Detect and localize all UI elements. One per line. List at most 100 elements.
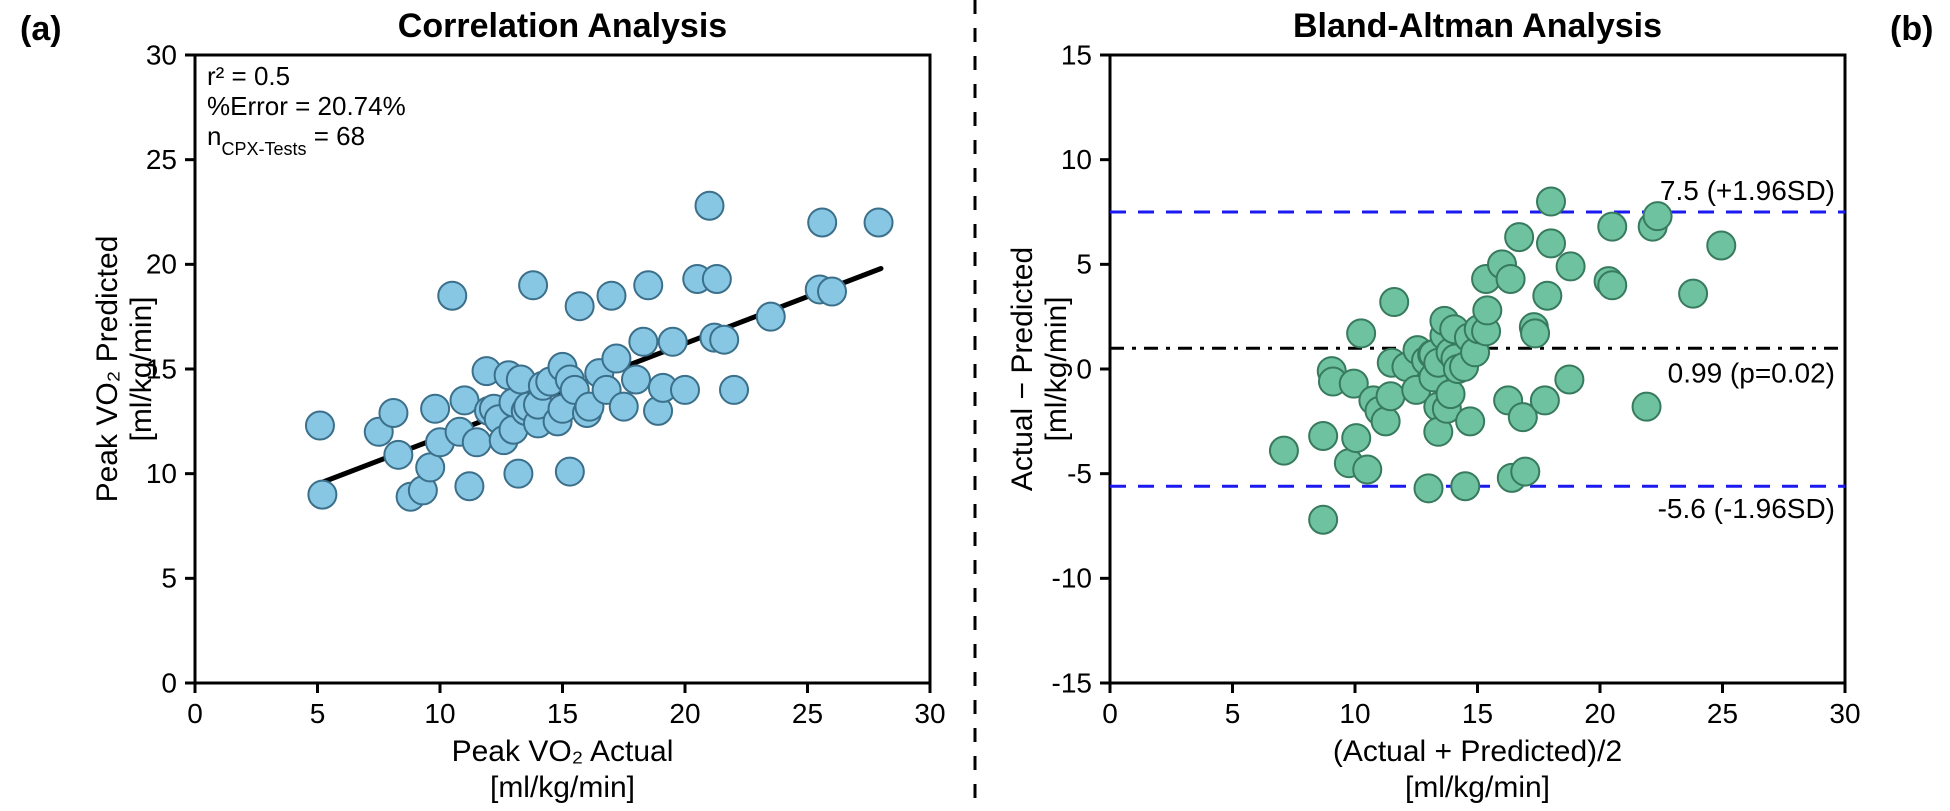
panel-a-ytick-label: 30 (146, 39, 177, 70)
panel-a-point (519, 271, 547, 299)
panel-a-xtick-label: 30 (914, 698, 945, 729)
panel-b-xtick-label: 5 (1225, 698, 1241, 729)
panel-b-point (1497, 265, 1525, 293)
panel-a-point (622, 365, 650, 393)
panel-b-label: (b) (1890, 10, 1933, 49)
panel-a-point (438, 282, 466, 310)
panel-b-ytick-label: 5 (1076, 249, 1092, 280)
panel-a-ytick-label: 20 (146, 249, 177, 280)
figure-svg: 0 5 10 15 20 25 30 0 5 10 15 20 25 30 Correlation Anal… (0, 0, 1950, 811)
panel-a-point (757, 303, 785, 331)
panel-a-point (671, 376, 699, 404)
panel-a-point (659, 328, 687, 356)
panel-b-ylabel1: Actual − Predicted (1006, 247, 1039, 491)
panel-a-xtick-label: 20 (669, 698, 700, 729)
panel-a-point (808, 208, 836, 236)
panel-a-point (455, 472, 483, 500)
panel-b-point (1633, 393, 1661, 421)
panel-a-title: Correlation Analysis (398, 7, 727, 45)
panel-b-point (1342, 424, 1370, 452)
panel-a-xtick-label: 15 (547, 698, 578, 729)
panel-a-xlabel1: Peak VO₂ Actual (452, 735, 674, 768)
panel-b-title: Bland-Altman Analysis (1293, 7, 1662, 45)
panel-a-point (306, 412, 334, 440)
panel-a-ytick-label: 5 (161, 563, 177, 594)
panel-a-xtick-label: 0 (187, 698, 203, 729)
panel-a-ylabel2: [ml/kg/min] (125, 296, 158, 441)
panel-b-xtick-label: 0 (1102, 698, 1118, 729)
panel-b-point (1372, 407, 1400, 435)
panel-b-xlabel1: (Actual + Predicted)/2 (1333, 735, 1622, 768)
panel-b-point (1451, 472, 1479, 500)
panel-b: 0 5 10 15 20 25 30 -15 -10 -5 0 5 10 15 Bland-Altman A… (1006, 7, 1861, 804)
panel-b-point (1473, 296, 1501, 324)
panel-b-mean-label: 0.99 (p=0.02) (1668, 357, 1835, 388)
panel-b-ylabel2: [ml/kg/min] (1040, 296, 1073, 441)
panel-b-ytick-label: -10 (1052, 563, 1092, 594)
panel-a-xtick-label: 25 (792, 698, 823, 729)
panel-b-point (1598, 213, 1626, 241)
panel-b-xtick-label: 20 (1584, 698, 1615, 729)
panel-b-xlabel2: [ml/kg/min] (1405, 771, 1550, 804)
panel-b-point (1531, 386, 1559, 414)
panel-b-ytick-label: 0 (1076, 353, 1092, 384)
panel-a-stat: r² = 0.5 (207, 61, 290, 91)
panel-b-ytick-label: -15 (1052, 667, 1092, 698)
panel-a-point (566, 292, 594, 320)
panel-a-stat: %Error = 20.74% (207, 91, 406, 121)
panel-b-point (1377, 382, 1405, 410)
panel-b-point (1309, 422, 1337, 450)
panel-a-ylabel1: Peak VO₂ Predicted (91, 236, 124, 503)
panel-b-point (1555, 365, 1583, 393)
panel-b-xtick-label: 10 (1339, 698, 1370, 729)
panel-b-point (1353, 455, 1381, 483)
figure-container: 0 5 10 15 20 25 30 0 5 10 15 20 25 30 Correlation Anal… (0, 0, 1950, 811)
panel-a-point (308, 481, 336, 509)
panel-a-point (416, 453, 444, 481)
panel-b-point (1707, 231, 1735, 259)
panel-b-xtick-label: 15 (1462, 698, 1493, 729)
panel-b-ytick-label: -5 (1067, 458, 1092, 489)
panel-b-point (1679, 280, 1707, 308)
panel-b-point (1644, 202, 1672, 230)
panel-a-xlabel2: [ml/kg/min] (490, 771, 635, 804)
panel-a-point (598, 282, 626, 310)
panel-a-point (818, 278, 846, 306)
panel-b-point (1533, 282, 1561, 310)
panel-a-xtick-label: 5 (310, 698, 326, 729)
panel-b-point (1437, 380, 1465, 408)
panel-a: 051015202530051015202530Correlation Anal… (91, 7, 946, 804)
panel-a-point (629, 328, 657, 356)
panel-a-point (634, 271, 662, 299)
panel-b-ytick-label: 10 (1061, 144, 1092, 175)
panel-a-ytick-label: 25 (146, 144, 177, 175)
panel-a-point (720, 376, 748, 404)
panel-a-point (703, 265, 731, 293)
panel-b-point (1537, 188, 1565, 216)
panel-a-point (379, 399, 407, 427)
panel-b-point (1456, 407, 1484, 435)
panel-b-lower-label: -5.6 (-1.96SD) (1658, 493, 1835, 524)
panel-a-label: (a) (20, 10, 62, 49)
panel-a-point (384, 441, 412, 469)
panel-a-point (504, 460, 532, 488)
panel-a-point (696, 192, 724, 220)
panel-b-point (1598, 271, 1626, 299)
panel-b-point (1511, 458, 1539, 486)
panel-a-point (865, 208, 893, 236)
panel-b-point (1537, 229, 1565, 257)
panel-a-point (710, 326, 738, 354)
panel-a-point (610, 393, 638, 421)
panel-b-xtick-label: 30 (1829, 698, 1860, 729)
panel-b-point (1557, 252, 1585, 280)
panel-b-point (1415, 474, 1443, 502)
panel-b-point (1270, 437, 1298, 465)
panel-b-xtick-label: 25 (1707, 698, 1738, 729)
panel-b-point (1309, 506, 1337, 534)
panel-b-point (1347, 319, 1375, 347)
panel-a-point (421, 395, 449, 423)
panel-a-xtick-label: 10 (424, 698, 455, 729)
panel-a-point (556, 458, 584, 486)
panel-b-ytick-label: 15 (1061, 39, 1092, 70)
panel-a-ytick-label: 0 (161, 667, 177, 698)
